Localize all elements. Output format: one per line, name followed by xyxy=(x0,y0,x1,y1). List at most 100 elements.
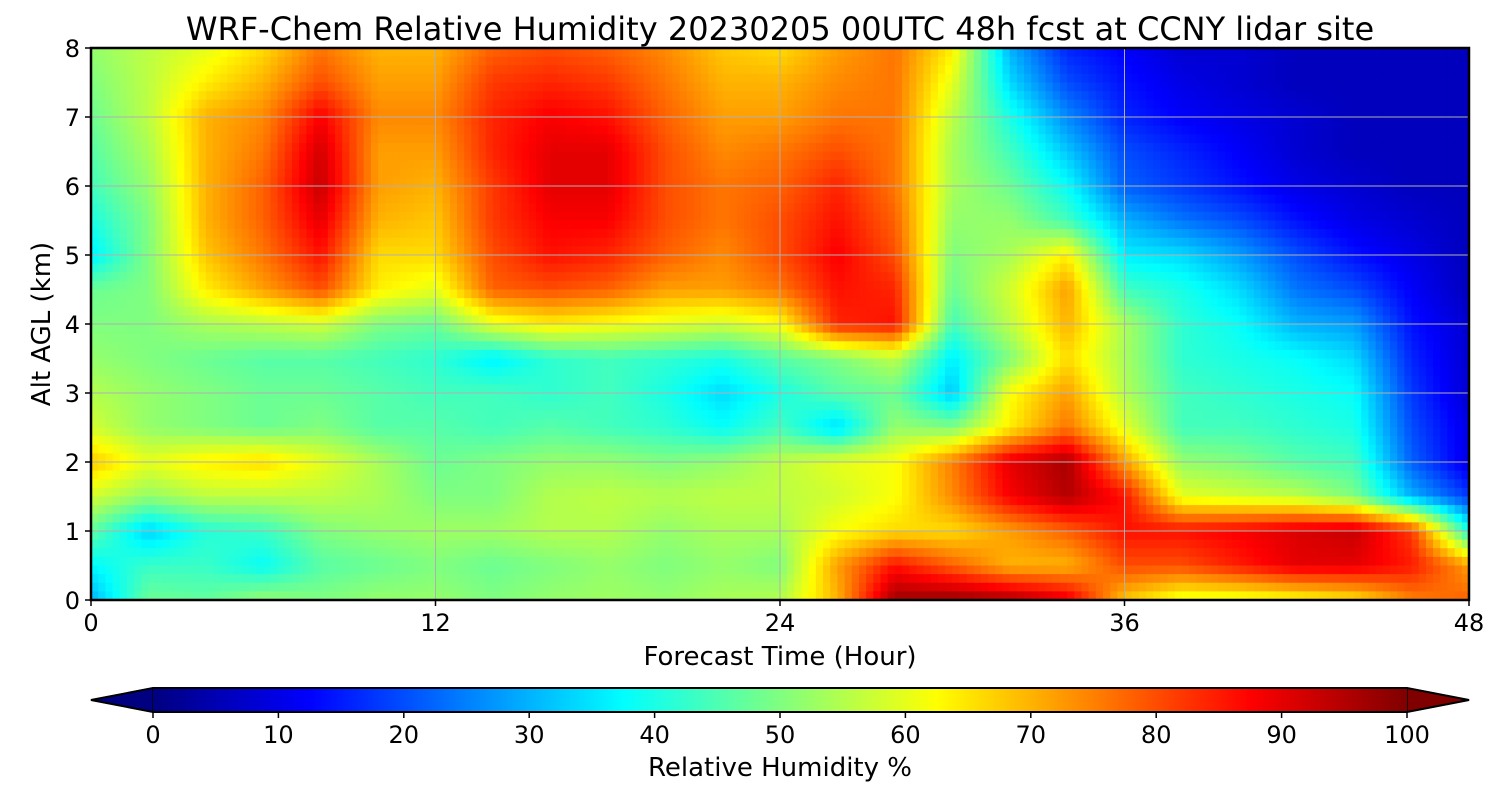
heatmap-cell xyxy=(765,237,774,247)
heatmap-cell xyxy=(320,48,329,58)
heatmap-cell xyxy=(701,134,709,144)
heatmap-cell xyxy=(722,246,731,256)
heatmap-cell xyxy=(1268,168,1276,178)
heatmap-cell xyxy=(1024,56,1032,66)
heatmap-cell xyxy=(1024,99,1032,109)
heatmap-cell xyxy=(1167,65,1176,75)
heatmap-cell xyxy=(227,56,236,66)
heatmap-cell xyxy=(744,108,752,118)
heatmap-cell xyxy=(399,91,408,101)
heatmap-cell xyxy=(1461,229,1469,239)
heatmap-cell xyxy=(672,263,681,273)
heatmap-cell xyxy=(629,82,638,92)
heatmap-cell xyxy=(1217,160,1226,170)
heatmap-cell xyxy=(1117,237,1126,247)
heatmap-cell xyxy=(1289,186,1298,196)
heatmap-cell xyxy=(1160,246,1169,256)
heatmap-cell xyxy=(155,82,164,92)
heatmap-cell xyxy=(1397,108,1406,118)
heatmap-cell xyxy=(1102,73,1111,84)
heatmap-cell xyxy=(564,237,573,247)
heatmap-cell xyxy=(1002,186,1011,196)
heatmap-cell xyxy=(543,220,551,230)
heatmap-cell xyxy=(1311,160,1319,170)
heatmap-cell xyxy=(227,108,236,118)
heatmap-cell xyxy=(370,255,379,265)
heatmap-cell xyxy=(1325,229,1334,239)
heatmap-cell xyxy=(557,48,566,58)
heatmap-cell xyxy=(1382,211,1391,222)
heatmap-cell xyxy=(169,73,178,84)
heatmap-cell xyxy=(1275,211,1283,222)
heatmap-cell xyxy=(1325,186,1334,196)
heatmap-cell xyxy=(1404,160,1413,170)
heatmap-cell xyxy=(126,99,135,109)
heatmap-cell xyxy=(213,91,221,101)
heatmap-cell xyxy=(1059,263,1068,273)
heatmap-cell xyxy=(349,263,358,273)
heatmap-cell xyxy=(98,211,106,222)
heatmap-cell xyxy=(1318,160,1327,170)
heatmap-cell xyxy=(1088,211,1097,222)
heatmap-cell xyxy=(973,211,982,222)
heatmap-cell xyxy=(356,134,365,144)
heatmap-cell xyxy=(1397,134,1406,144)
heatmap-cell xyxy=(306,91,315,101)
heatmap-cell xyxy=(528,203,537,213)
heatmap-cell xyxy=(1425,177,1434,187)
heatmap-cell xyxy=(363,177,372,187)
heatmap-cell xyxy=(119,203,128,213)
heatmap-cell xyxy=(1361,56,1370,66)
heatmap-cell xyxy=(335,203,343,213)
heatmap-cell xyxy=(528,117,537,127)
heatmap-cell xyxy=(543,160,551,170)
heatmap-cell xyxy=(442,186,451,196)
heatmap-cell xyxy=(1411,117,1420,127)
heatmap-cell xyxy=(1196,125,1205,135)
heatmap-cell xyxy=(665,177,673,187)
heatmap-cell xyxy=(765,56,774,66)
heatmap-cell xyxy=(1038,194,1047,204)
heatmap-cell xyxy=(471,108,480,118)
heatmap-cell xyxy=(586,263,594,273)
heatmap-cell xyxy=(1031,65,1039,75)
heatmap-cell xyxy=(952,142,961,153)
heatmap-cell xyxy=(1189,229,1197,239)
heatmap-cell xyxy=(665,142,673,153)
heatmap-cell xyxy=(1289,125,1298,135)
heatmap-cell xyxy=(916,117,925,127)
heatmap-cell xyxy=(844,99,853,109)
heatmap-cell xyxy=(823,73,831,84)
heatmap-cell xyxy=(169,237,178,247)
heatmap-cell xyxy=(780,117,788,127)
heatmap-cell xyxy=(945,134,953,144)
heatmap-cell xyxy=(162,229,171,239)
heatmap-cell xyxy=(1052,91,1061,101)
heatmap-cell xyxy=(385,117,394,127)
heatmap-cell xyxy=(1296,177,1305,187)
heatmap-cell xyxy=(1174,73,1183,84)
heatmap-cell xyxy=(916,151,925,161)
heatmap-cell xyxy=(708,151,717,161)
heatmap-cell xyxy=(1382,48,1391,58)
heatmap-cell xyxy=(485,117,494,127)
heatmap-cell xyxy=(1124,246,1133,256)
heatmap-cell xyxy=(1189,82,1197,92)
heatmap-cell xyxy=(1124,99,1133,109)
heatmap-cell xyxy=(141,263,150,273)
heatmap-cell xyxy=(830,108,839,118)
heatmap-cell xyxy=(1325,237,1334,247)
heatmap-cell xyxy=(528,134,537,144)
heatmap-cell xyxy=(701,229,709,239)
heatmap-cell xyxy=(1210,263,1219,273)
heatmap-cell xyxy=(980,56,989,66)
heatmap-cell xyxy=(421,142,429,153)
heatmap-cell xyxy=(837,65,846,75)
heatmap-cell xyxy=(478,211,487,222)
heatmap-cell xyxy=(378,211,386,222)
heatmap-cell xyxy=(378,237,386,247)
heatmap-cell xyxy=(751,56,760,66)
heatmap-cell xyxy=(155,203,164,213)
heatmap-cell xyxy=(930,125,939,135)
heatmap-cell xyxy=(729,73,738,84)
